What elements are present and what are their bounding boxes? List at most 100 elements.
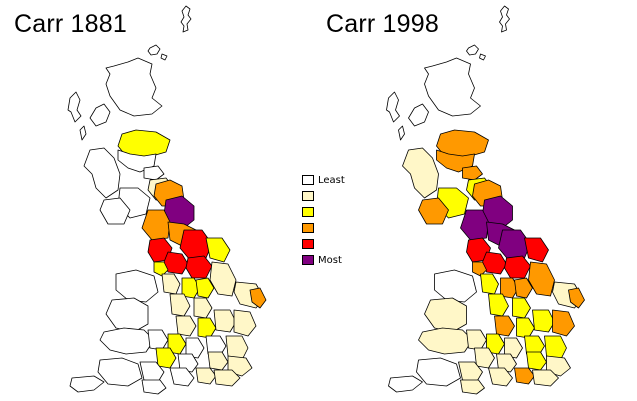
region-fife: [143, 165, 165, 181]
legend-swatch: [302, 239, 314, 249]
region-oxfordshire: [504, 337, 523, 359]
region-mid-wales: [424, 297, 467, 333]
region-lincolnshire: [528, 261, 555, 297]
region-london: [526, 351, 547, 371]
region-hereford: [466, 329, 487, 351]
legend-item-5: [302, 236, 345, 252]
region-argyll: [408, 103, 429, 127]
legend-swatch: [302, 207, 314, 217]
region-oxfordshire: [185, 337, 205, 359]
region-dorset: [141, 379, 167, 395]
region-highland: [105, 57, 163, 117]
region-merseyside: [153, 261, 169, 277]
region-south-yorkshire: [185, 255, 213, 279]
region-surrey: [195, 367, 217, 385]
shetland-islands: [499, 5, 510, 33]
orkney-islands: [147, 44, 168, 61]
region-cheshire: [161, 273, 181, 295]
region-south-wales: [418, 327, 473, 355]
region-somerset: [139, 361, 165, 383]
region-cornwall: [69, 375, 105, 393]
region-northamptonshire: [197, 317, 217, 339]
region-nottinghamshire: [514, 277, 533, 299]
region-berkshire: [496, 353, 517, 373]
map-1998: [386, 5, 585, 395]
region-cumbria: [460, 209, 489, 241]
region-devon: [416, 357, 461, 387]
legend-swatch: [302, 255, 314, 265]
map-1881: [67, 5, 267, 395]
shetland-islands: [180, 5, 192, 33]
region-cornwall: [388, 375, 423, 393]
region-dumfries: [418, 197, 449, 225]
hebrides: [386, 91, 405, 141]
legend-swatch: [302, 175, 314, 185]
region-hertfordshire: [205, 335, 227, 357]
region-west-midlands: [175, 315, 197, 337]
legend-item-2: [302, 188, 345, 204]
region-sussex: [213, 369, 241, 387]
region-kent: [546, 355, 571, 377]
region-essex: [225, 335, 249, 361]
region-staffordshire: [488, 293, 509, 317]
region-cheshire: [480, 273, 499, 295]
region-norfolk-east: [249, 287, 267, 309]
region-dorset: [460, 379, 485, 395]
region-gloucestershire: [474, 347, 495, 369]
hebrides: [67, 91, 87, 141]
map-title-1881: Carr 1881: [14, 10, 127, 38]
region-london: [207, 351, 229, 371]
legend-swatch: [302, 191, 314, 201]
region-cambridgeshire: [213, 309, 237, 333]
region-derbyshire: [500, 277, 519, 299]
region-cumbria: [141, 209, 171, 241]
region-norfolk-east: [568, 287, 585, 309]
legend: Least Most: [302, 172, 345, 268]
region-north-wales: [115, 269, 159, 303]
legend-item-least: Least: [302, 172, 345, 188]
region-tayside: [436, 149, 475, 173]
region-staffordshire: [169, 293, 191, 317]
region-essex: [544, 335, 567, 361]
orkney-islands: [466, 44, 486, 61]
region-nottinghamshire: [195, 277, 215, 299]
region-hertfordshire: [524, 335, 545, 357]
region-devon: [97, 357, 143, 387]
region-hampshire: [488, 367, 513, 387]
region-highland: [424, 57, 481, 117]
map-title-1998: Carr 1998: [326, 10, 439, 38]
region-suffolk: [552, 309, 575, 337]
region-merseyside: [472, 261, 487, 277]
region-northamptonshire: [516, 317, 535, 339]
legend-label: Most: [318, 254, 342, 266]
legend-label: Least: [318, 174, 345, 186]
legend-swatch: [302, 223, 314, 233]
legend-item-3: [302, 204, 345, 220]
region-cambridgeshire: [532, 309, 555, 333]
region-dumfries: [99, 197, 131, 225]
region-leicestershire: [512, 297, 531, 319]
region-tayside: [117, 149, 157, 173]
region-sussex: [532, 369, 559, 387]
region-mid-wales: [105, 297, 149, 333]
legend-item-most: Most: [302, 252, 345, 268]
region-east-yorkshire: [205, 237, 231, 263]
region-lincolnshire: [209, 261, 237, 297]
region-berkshire: [177, 353, 199, 373]
region-north-wales: [434, 269, 477, 303]
region-argyll: [89, 103, 111, 127]
region-somerset: [458, 361, 483, 383]
region-kent: [227, 355, 253, 377]
legend-item-4: [302, 220, 345, 236]
region-hampshire: [169, 367, 195, 387]
region-south-yorkshire: [504, 255, 531, 279]
region-gloucestershire: [155, 347, 177, 369]
region-derbyshire: [181, 277, 201, 299]
region-surrey: [514, 367, 535, 385]
region-east-yorkshire: [524, 237, 549, 263]
region-leicestershire: [193, 297, 213, 319]
region-strathclyde: [402, 147, 439, 199]
region-south-wales: [99, 327, 155, 355]
region-fife: [462, 165, 483, 181]
region-suffolk: [233, 309, 257, 337]
